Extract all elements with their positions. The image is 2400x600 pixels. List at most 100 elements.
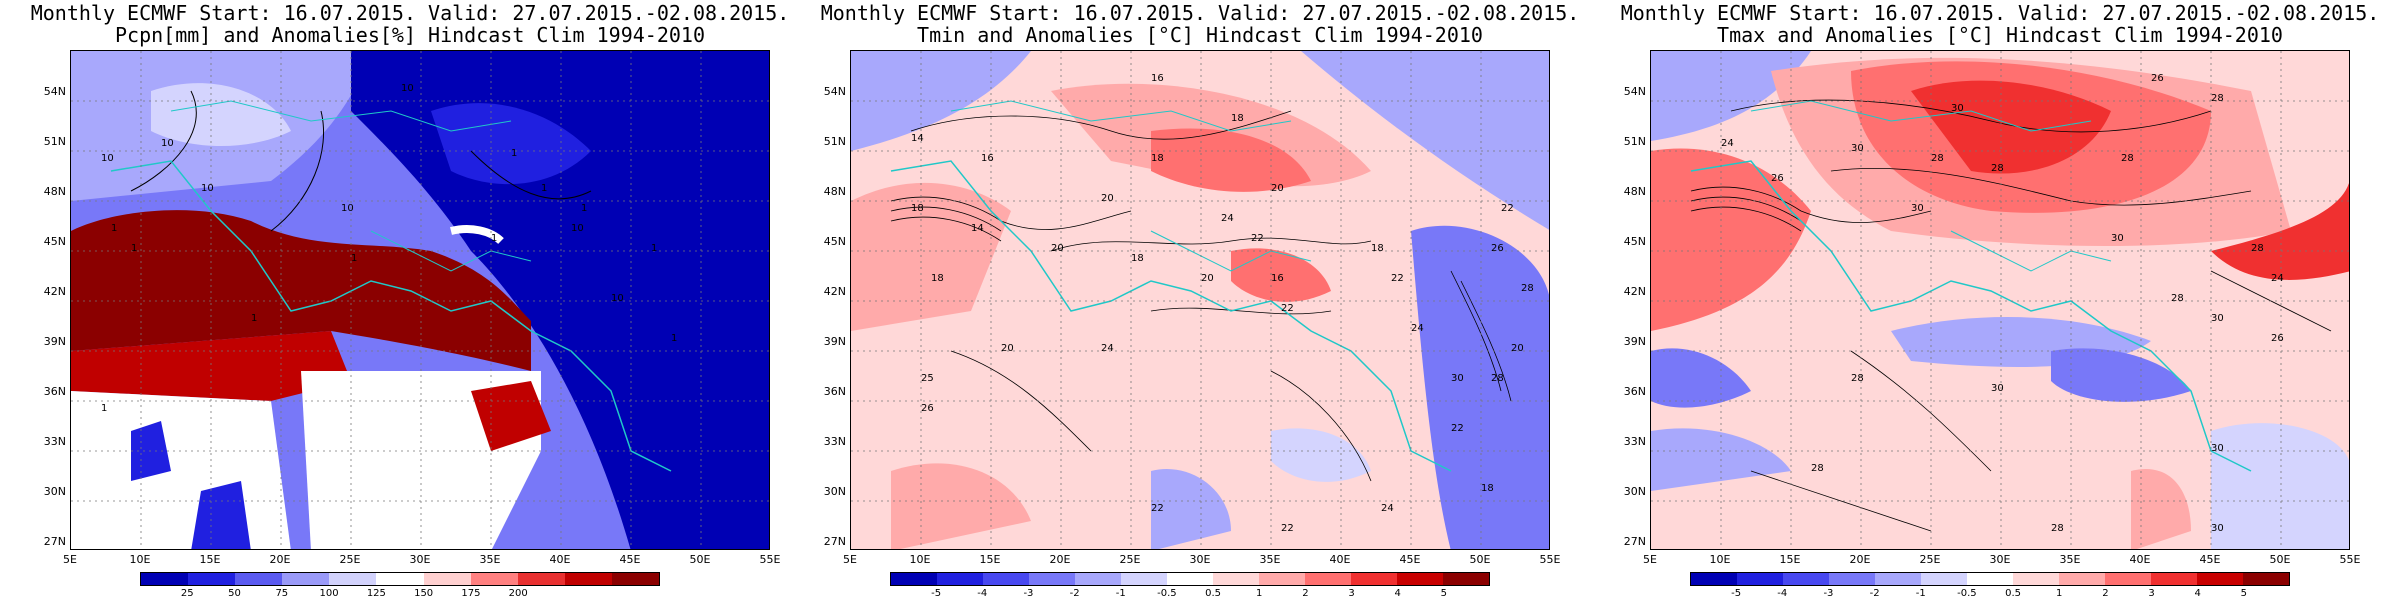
- contour-label: 28: [2171, 293, 2184, 304]
- colorbar-label: 1: [1256, 588, 1263, 599]
- contour-label: 30: [1951, 103, 1964, 114]
- contour-label: 1: [581, 203, 587, 214]
- contour-label: 22: [1391, 273, 1404, 284]
- contour-label: 20: [1001, 343, 1014, 354]
- contour-label: 20: [1201, 273, 1214, 284]
- longitude-label: 15E: [979, 553, 1001, 566]
- latitude-label: 42N: [823, 285, 846, 298]
- longitude-label: 5E: [1643, 553, 1657, 566]
- colorbar-segment: [611, 573, 660, 585]
- longitude-label: 10E: [1709, 553, 1731, 566]
- colorbar-segment: [1691, 573, 1737, 585]
- colorbar-segment: [376, 573, 424, 585]
- latitude-label: 30N: [823, 485, 846, 498]
- colorbar-segment: [1967, 573, 2013, 585]
- panel-title-line2: Tmax and Anomalies [°C] Hindcast Clim 19…: [1717, 23, 2283, 47]
- contour-label: 24: [1721, 138, 1734, 149]
- colorbar-segment: [1259, 573, 1305, 585]
- colorbar-segment: [188, 573, 236, 585]
- colorbar-label: 0.5: [1205, 588, 1222, 599]
- longitude-label: 10E: [129, 553, 151, 566]
- contour-label: 18: [1481, 483, 1494, 494]
- contour-label: 18: [1151, 153, 1164, 164]
- longitude-label: 55E: [2339, 553, 2361, 566]
- colorbar-segment: [2013, 573, 2059, 585]
- colorbar-label: 175: [461, 588, 481, 599]
- longitude-label: 40E: [2129, 553, 2151, 566]
- colorbar-segment: [1351, 573, 1397, 585]
- colorbar-label: 75: [275, 588, 289, 599]
- colorbar-label: 0.5: [2005, 588, 2022, 599]
- longitude-label: 55E: [1539, 553, 1561, 566]
- contour-label: 22: [1501, 203, 1514, 214]
- contour-label: 28: [2211, 93, 2224, 104]
- colorbar-segment: [235, 573, 283, 585]
- contour-label: 22: [1281, 303, 1294, 314]
- colorbar-label: 100: [319, 588, 339, 599]
- contour-label: 1: [351, 253, 357, 264]
- colorbar-segment: [983, 573, 1029, 585]
- colorbar-segment: [1875, 573, 1921, 585]
- contour-label: 28: [1931, 153, 1944, 164]
- latitude-label: 45N: [43, 235, 66, 248]
- contour-label: 24: [1411, 323, 1424, 334]
- latitude-label: 48N: [1623, 185, 1646, 198]
- latitude-label: 54N: [1623, 85, 1646, 98]
- longitude-label: 45E: [619, 553, 641, 566]
- latitude-label: 48N: [43, 185, 66, 198]
- colorbar: [140, 572, 660, 586]
- panel-title-line1: Monthly ECMWF Start: 16.07.2015. Valid: …: [1620, 1, 2380, 25]
- colorbar-segment: [141, 573, 189, 585]
- colorbar-label: 4: [1394, 588, 1401, 599]
- colorbar-segment: [470, 573, 518, 585]
- map-tmax: 26 28 30 28 24 30 28 26 30 28 30 28 24 28 30 26 28 30 28 30…: [1650, 50, 2350, 550]
- colorbar-segment: [1737, 573, 1783, 585]
- colorbar-label: -2: [1869, 588, 1880, 599]
- contour-label: 22: [1251, 233, 1264, 244]
- contour-label: 26: [2151, 73, 2164, 84]
- contour-label: 10: [341, 203, 354, 214]
- contour-label: 20: [1271, 183, 1284, 194]
- latitude-label: 48N: [823, 185, 846, 198]
- colorbar-label: 5: [2240, 588, 2248, 599]
- colorbar-label: 150: [414, 588, 434, 599]
- contour-label: 1: [251, 313, 257, 324]
- contour-label: 20: [1051, 243, 1064, 254]
- colorbar-segment: [2197, 573, 2243, 585]
- contour-label: 1: [111, 223, 117, 234]
- contour-label: 20: [1101, 193, 1114, 204]
- colorbar-label: 25: [180, 588, 194, 599]
- contour-label: 30: [2111, 233, 2124, 244]
- contour-label: 30: [1991, 383, 2004, 394]
- contour-label: 24: [1381, 503, 1394, 514]
- contour-label: 28: [1851, 373, 1864, 384]
- colorbar-label: 50: [228, 588, 241, 599]
- colorbar-segment: [1829, 573, 1875, 585]
- colorbar-label: -0.5: [1157, 588, 1177, 599]
- longitude-label: 30E: [409, 553, 431, 566]
- contour-label: 14: [971, 223, 984, 234]
- contour-label: 1: [101, 403, 107, 414]
- contour-label: 24: [1221, 213, 1234, 224]
- latitude-label: 39N: [823, 335, 846, 348]
- colorbar-segment: [1029, 573, 1075, 585]
- colorbar-segment: [891, 573, 937, 585]
- latitude-label: 27N: [43, 535, 66, 548]
- colorbar: [890, 572, 1490, 586]
- colorbar-segment: [1167, 573, 1213, 585]
- colorbar-label: 5: [1440, 588, 1448, 599]
- contour-label: 16: [1151, 73, 1164, 84]
- colorbar-label: -4: [977, 588, 988, 599]
- colorbar-label: 200: [508, 588, 528, 599]
- panel-title-line2: Pcpn[mm] and Anomalies[%] Hindcast Clim …: [114, 23, 705, 47]
- longitude-label: 45E: [2199, 553, 2221, 566]
- latitude-label: 33N: [1623, 435, 1646, 448]
- longitude-label: 30E: [1189, 553, 1211, 566]
- longitude-label: 50E: [2269, 553, 2291, 566]
- contour-label: 22: [1281, 523, 1294, 534]
- contour-label: 1: [511, 148, 517, 159]
- contour-label: 28: [1991, 163, 2004, 174]
- colorbar-segment: [423, 573, 471, 585]
- colorbar-segment: [564, 573, 612, 585]
- panel-title-line2: Tmin and Anomalies [°C] Hindcast Clim 19…: [917, 23, 1483, 47]
